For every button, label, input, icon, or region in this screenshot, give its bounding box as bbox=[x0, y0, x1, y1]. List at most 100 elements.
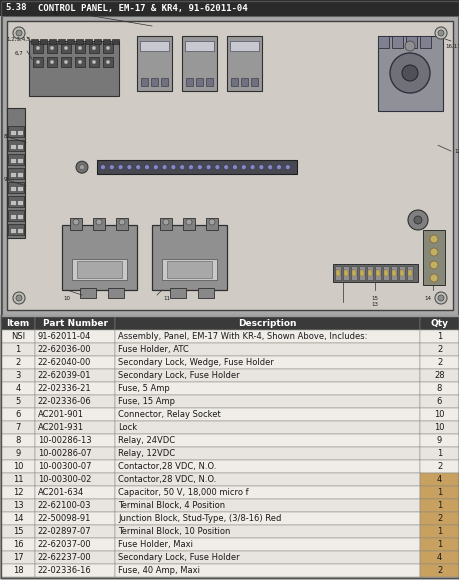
Text: Description: Description bbox=[238, 319, 297, 328]
Bar bbox=[182, 36, 217, 91]
Text: Terminal Block, 10 Position: Terminal Block, 10 Position bbox=[118, 527, 230, 536]
Bar bbox=[115, 564, 419, 577]
Bar bbox=[419, 434, 458, 447]
Text: Fuse Holder, ATC: Fuse Holder, ATC bbox=[118, 345, 188, 354]
Bar bbox=[35, 356, 115, 369]
Text: 4: 4 bbox=[16, 384, 21, 393]
Bar bbox=[1, 369, 35, 382]
Text: 7: 7 bbox=[16, 423, 21, 432]
Circle shape bbox=[185, 219, 191, 225]
Circle shape bbox=[13, 27, 25, 39]
Bar bbox=[342, 266, 348, 280]
Text: 22-02336-21: 22-02336-21 bbox=[38, 384, 91, 393]
Bar bbox=[230, 78, 237, 86]
Circle shape bbox=[162, 219, 168, 225]
Text: Junction Block, Stud-Type, (3/8-16) Red: Junction Block, Stud-Type, (3/8-16) Red bbox=[118, 514, 281, 523]
Bar bbox=[377, 36, 388, 48]
Bar bbox=[374, 266, 380, 280]
Text: Connector, Relay Socket: Connector, Relay Socket bbox=[118, 410, 220, 419]
Bar bbox=[115, 434, 419, 447]
Circle shape bbox=[429, 261, 437, 269]
Bar bbox=[7, 108, 25, 238]
Text: Relay, 24VDC: Relay, 24VDC bbox=[118, 436, 175, 445]
Bar bbox=[8, 224, 24, 235]
Bar bbox=[80, 288, 96, 298]
Text: 8: 8 bbox=[3, 134, 7, 139]
Text: Fuse Holder, Maxi: Fuse Holder, Maxi bbox=[118, 540, 193, 549]
Bar bbox=[116, 218, 128, 230]
Text: 2: 2 bbox=[436, 358, 441, 367]
Bar bbox=[419, 525, 458, 538]
Bar bbox=[140, 41, 168, 51]
Text: Secondary Lock, Fuse Holder: Secondary Lock, Fuse Holder bbox=[118, 553, 239, 562]
Text: 28: 28 bbox=[433, 371, 444, 380]
Text: 2: 2 bbox=[436, 566, 441, 575]
Bar bbox=[2, 16, 457, 315]
Circle shape bbox=[232, 165, 237, 170]
Bar bbox=[419, 461, 458, 473]
Circle shape bbox=[276, 165, 281, 170]
Text: 22-62100-03: 22-62100-03 bbox=[38, 501, 91, 510]
Bar bbox=[185, 78, 193, 86]
Bar bbox=[8, 154, 24, 165]
Bar bbox=[115, 356, 419, 369]
Bar bbox=[115, 512, 419, 525]
Bar bbox=[8, 182, 24, 193]
Bar bbox=[115, 525, 419, 538]
Circle shape bbox=[197, 165, 202, 170]
Bar bbox=[17, 144, 23, 148]
Circle shape bbox=[64, 46, 68, 50]
Circle shape bbox=[36, 60, 40, 64]
Text: NSI: NSI bbox=[11, 332, 25, 341]
Bar bbox=[419, 396, 458, 408]
Bar bbox=[391, 270, 395, 276]
Bar bbox=[35, 486, 115, 499]
Bar bbox=[115, 317, 419, 330]
Bar bbox=[70, 218, 82, 230]
Circle shape bbox=[13, 292, 25, 304]
Text: Fuse, 15 Amp: Fuse, 15 Amp bbox=[118, 397, 174, 406]
Text: CONTROL PANEL, EM-17 & KR4, 91-62011-04: CONTROL PANEL, EM-17 & KR4, 91-62011-04 bbox=[38, 3, 247, 13]
Text: 10: 10 bbox=[13, 462, 23, 471]
Bar bbox=[35, 396, 115, 408]
Text: 6,7: 6,7 bbox=[15, 50, 23, 56]
Text: 1: 1 bbox=[436, 527, 441, 536]
Bar bbox=[183, 218, 195, 230]
Bar bbox=[405, 36, 416, 48]
Bar bbox=[61, 43, 71, 53]
Bar bbox=[49, 39, 56, 44]
Text: 1: 1 bbox=[436, 488, 441, 497]
Bar bbox=[375, 270, 379, 276]
Text: Contactor,28 VDC, N.O.: Contactor,28 VDC, N.O. bbox=[118, 475, 216, 484]
Bar bbox=[17, 130, 23, 135]
Bar bbox=[35, 512, 115, 525]
Bar bbox=[419, 538, 458, 551]
Bar bbox=[35, 538, 115, 551]
Text: AC201-901: AC201-901 bbox=[38, 410, 84, 419]
Bar bbox=[17, 158, 23, 163]
Circle shape bbox=[437, 30, 443, 36]
Text: 91-62011-04: 91-62011-04 bbox=[38, 332, 91, 341]
Bar bbox=[1, 356, 35, 369]
Text: 1: 1 bbox=[16, 345, 21, 354]
Bar bbox=[335, 270, 339, 276]
Bar bbox=[151, 78, 157, 86]
Bar bbox=[0, 315, 459, 579]
Bar bbox=[390, 266, 396, 280]
Bar bbox=[115, 343, 419, 356]
Text: Contactor,28 VDC, N.O.: Contactor,28 VDC, N.O. bbox=[118, 462, 216, 471]
Text: 1,2,3,4,5: 1,2,3,4,5 bbox=[7, 37, 31, 42]
Bar bbox=[67, 39, 74, 44]
Text: 6: 6 bbox=[16, 410, 21, 419]
Bar bbox=[85, 39, 92, 44]
Bar bbox=[17, 200, 23, 205]
Text: Lock: Lock bbox=[118, 423, 137, 432]
Text: 1: 1 bbox=[436, 501, 441, 510]
Bar bbox=[10, 158, 16, 163]
Bar bbox=[8, 140, 24, 151]
Text: 22-02336-16: 22-02336-16 bbox=[38, 566, 91, 575]
Circle shape bbox=[407, 210, 427, 230]
Bar bbox=[419, 369, 458, 382]
Text: 12: 12 bbox=[453, 148, 459, 154]
Text: 1: 1 bbox=[436, 332, 441, 341]
